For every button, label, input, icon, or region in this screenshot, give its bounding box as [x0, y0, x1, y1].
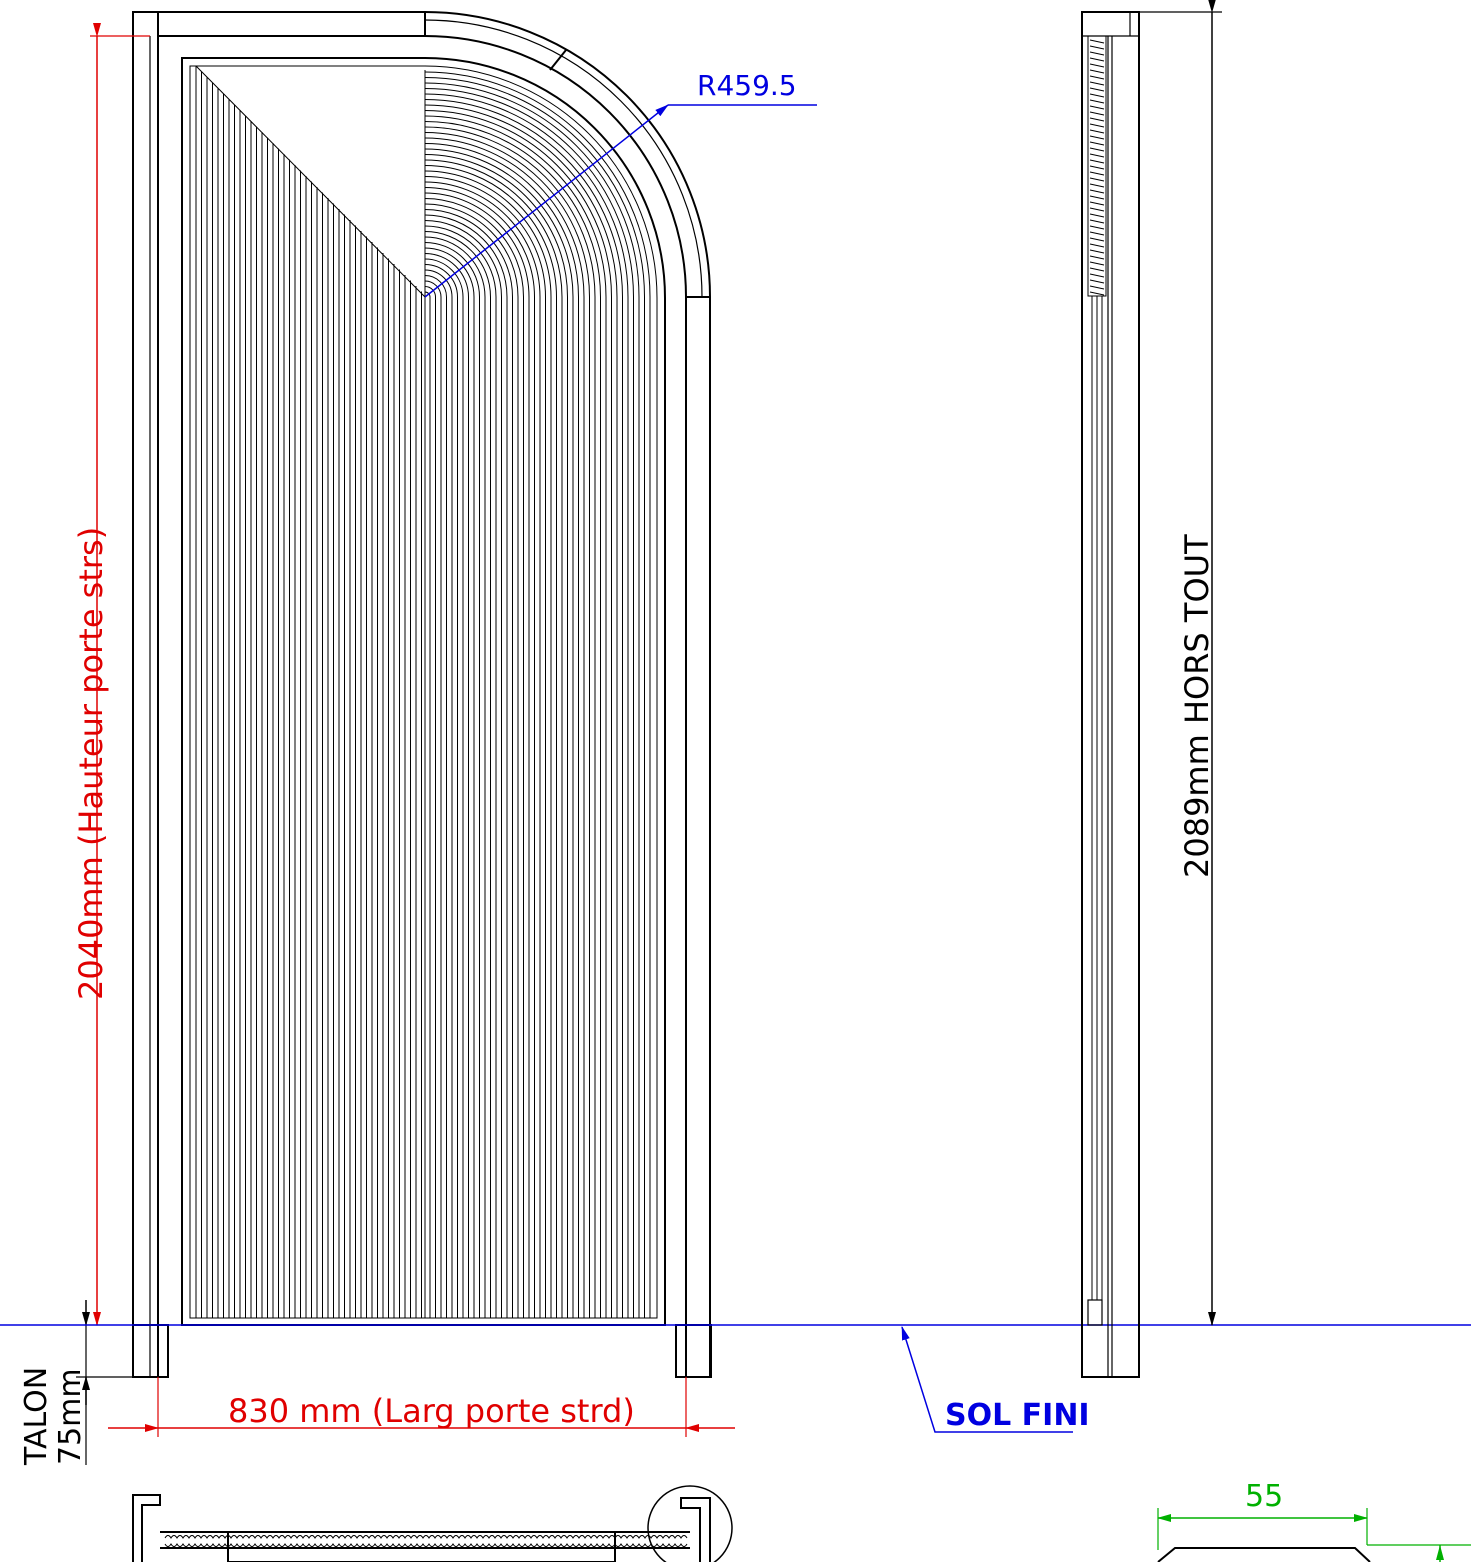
door-width-dimension: 830 mm (Larg porte strd) — [108, 1377, 735, 1437]
door-leaf — [181, 57, 666, 1326]
detail-dimension: 55 — [1157, 1479, 1471, 1562]
overall-height-label: 2089mm HORS TOUT — [1178, 534, 1216, 878]
floor-label: SOL FINI — [945, 1398, 1090, 1433]
side-view — [1081, 11, 1140, 1378]
radius-dimension: R459.5 — [424, 69, 817, 298]
overall-height-dimension: 2089mm HORS TOUT — [1139, 0, 1222, 1326]
plan-section-pattern — [164, 1535, 688, 1547]
door-height-label: 2040mm (Hauteur porte strs) — [72, 527, 110, 1000]
detail-depth-label: 55 — [1245, 1479, 1283, 1514]
door-groove-pattern — [195, 65, 651, 1318]
door-width-label: 830 mm (Larg porte strd) — [228, 1392, 635, 1430]
side-view-pattern — [1089, 39, 1105, 1300]
plan-section — [132, 1485, 733, 1562]
radius-label: R459.5 — [697, 69, 797, 102]
heel-label-line1: TALON — [19, 1367, 54, 1466]
door-height-dimension: 2040mm (Hauteur porte strs) — [72, 23, 150, 1326]
heel-label-line2: 75mm — [53, 1368, 88, 1465]
floor-line: SOL FINI — [0, 1324, 1471, 1433]
heel-dimension: TALON 75mm — [19, 1300, 133, 1466]
